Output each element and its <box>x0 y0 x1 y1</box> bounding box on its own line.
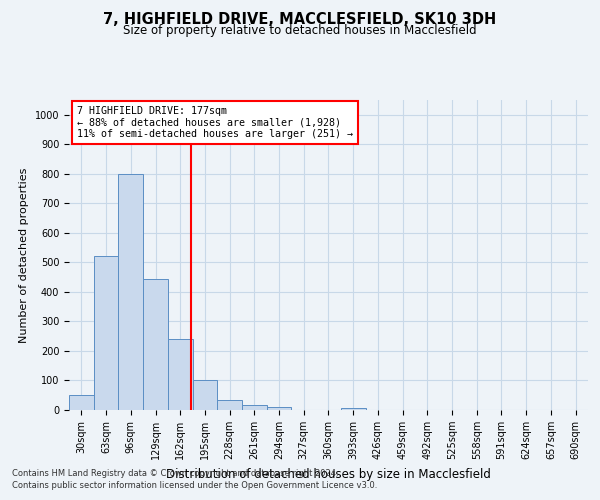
Y-axis label: Number of detached properties: Number of detached properties <box>19 168 29 342</box>
Bar <box>217 400 242 410</box>
Text: Contains public sector information licensed under the Open Government Licence v3: Contains public sector information licen… <box>12 481 377 490</box>
Bar <box>118 174 143 410</box>
Bar <box>69 395 94 410</box>
Bar <box>341 408 365 410</box>
Bar <box>267 407 292 410</box>
Text: Contains HM Land Registry data © Crown copyright and database right 2024.: Contains HM Land Registry data © Crown c… <box>12 468 338 477</box>
Text: 7 HIGHFIELD DRIVE: 177sqm
← 88% of detached houses are smaller (1,928)
11% of se: 7 HIGHFIELD DRIVE: 177sqm ← 88% of detac… <box>77 106 353 140</box>
Bar <box>168 339 193 410</box>
Bar <box>94 256 118 410</box>
X-axis label: Distribution of detached houses by size in Macclesfield: Distribution of detached houses by size … <box>166 468 491 480</box>
Bar <box>143 278 168 410</box>
Text: 7, HIGHFIELD DRIVE, MACCLESFIELD, SK10 3DH: 7, HIGHFIELD DRIVE, MACCLESFIELD, SK10 3… <box>103 12 497 28</box>
Bar <box>193 380 217 410</box>
Bar <box>242 404 267 410</box>
Text: Size of property relative to detached houses in Macclesfield: Size of property relative to detached ho… <box>123 24 477 37</box>
